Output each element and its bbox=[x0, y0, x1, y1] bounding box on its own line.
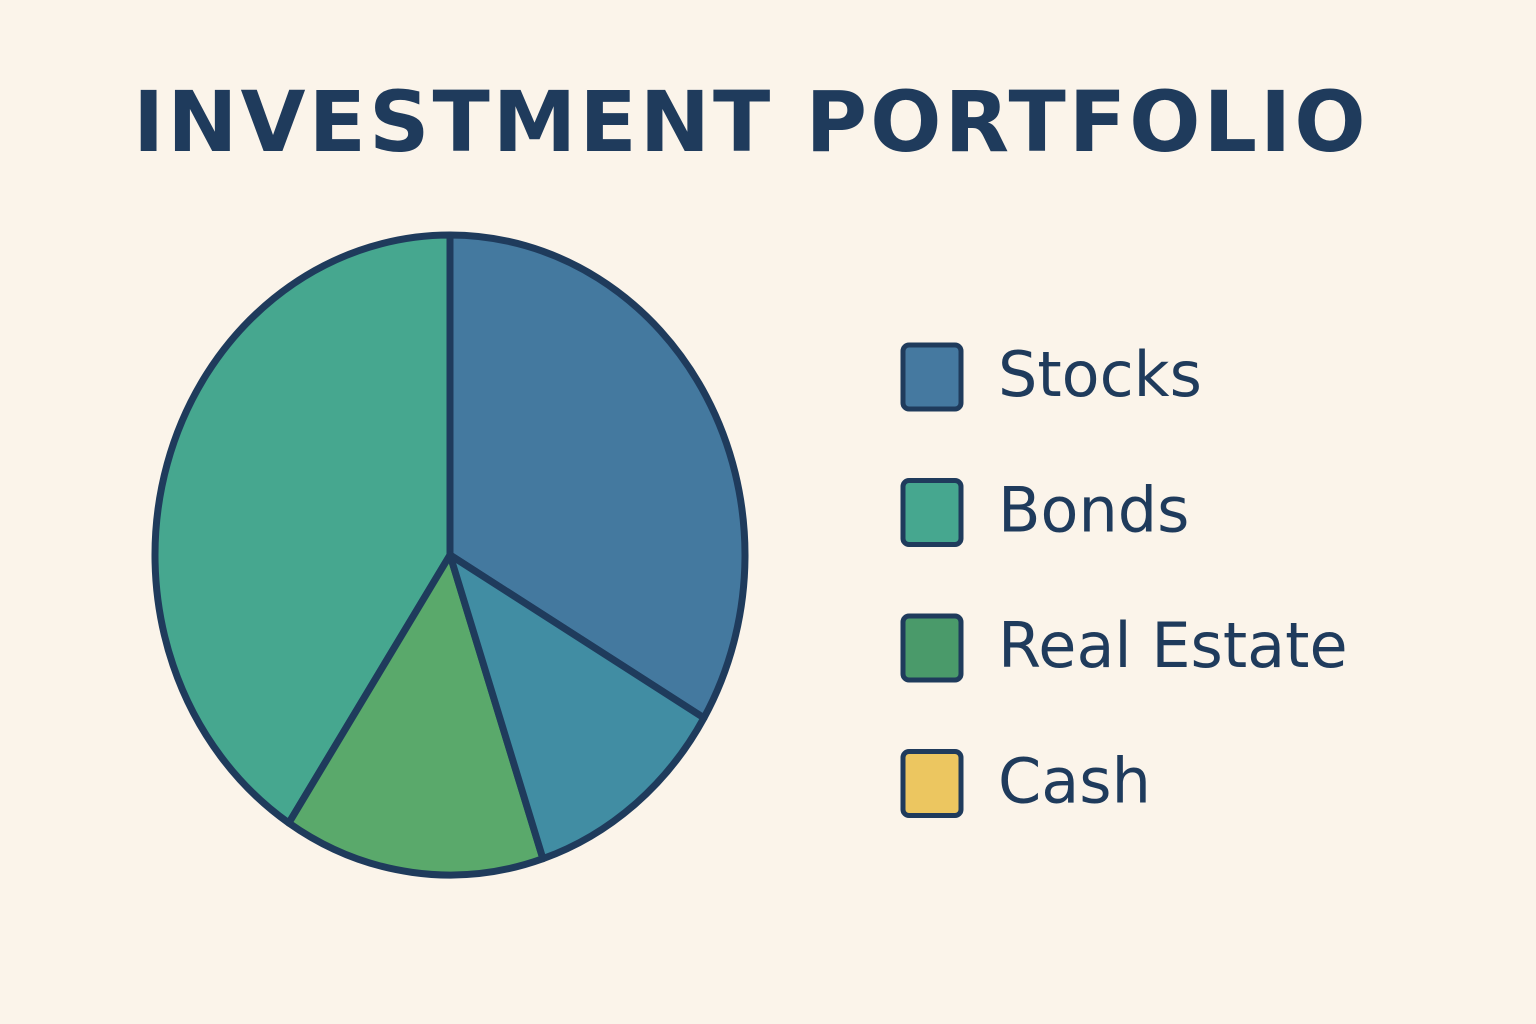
legend-swatch bbox=[900, 342, 964, 412]
chart-title: INVESTMENT PORTFOLIO bbox=[133, 73, 1369, 171]
legend-label: Real Estate bbox=[998, 609, 1348, 682]
legend-swatch bbox=[900, 749, 964, 818]
legend-label: Cash bbox=[998, 745, 1151, 818]
pie-slice bbox=[446, 551, 708, 863]
legend-label: Stocks bbox=[998, 338, 1202, 411]
pie-slice bbox=[285, 551, 547, 879]
legend-swatch bbox=[900, 478, 964, 547]
legend-swatch bbox=[900, 613, 964, 683]
legend-label: Bonds bbox=[998, 474, 1189, 547]
pie-slice bbox=[446, 231, 749, 722]
